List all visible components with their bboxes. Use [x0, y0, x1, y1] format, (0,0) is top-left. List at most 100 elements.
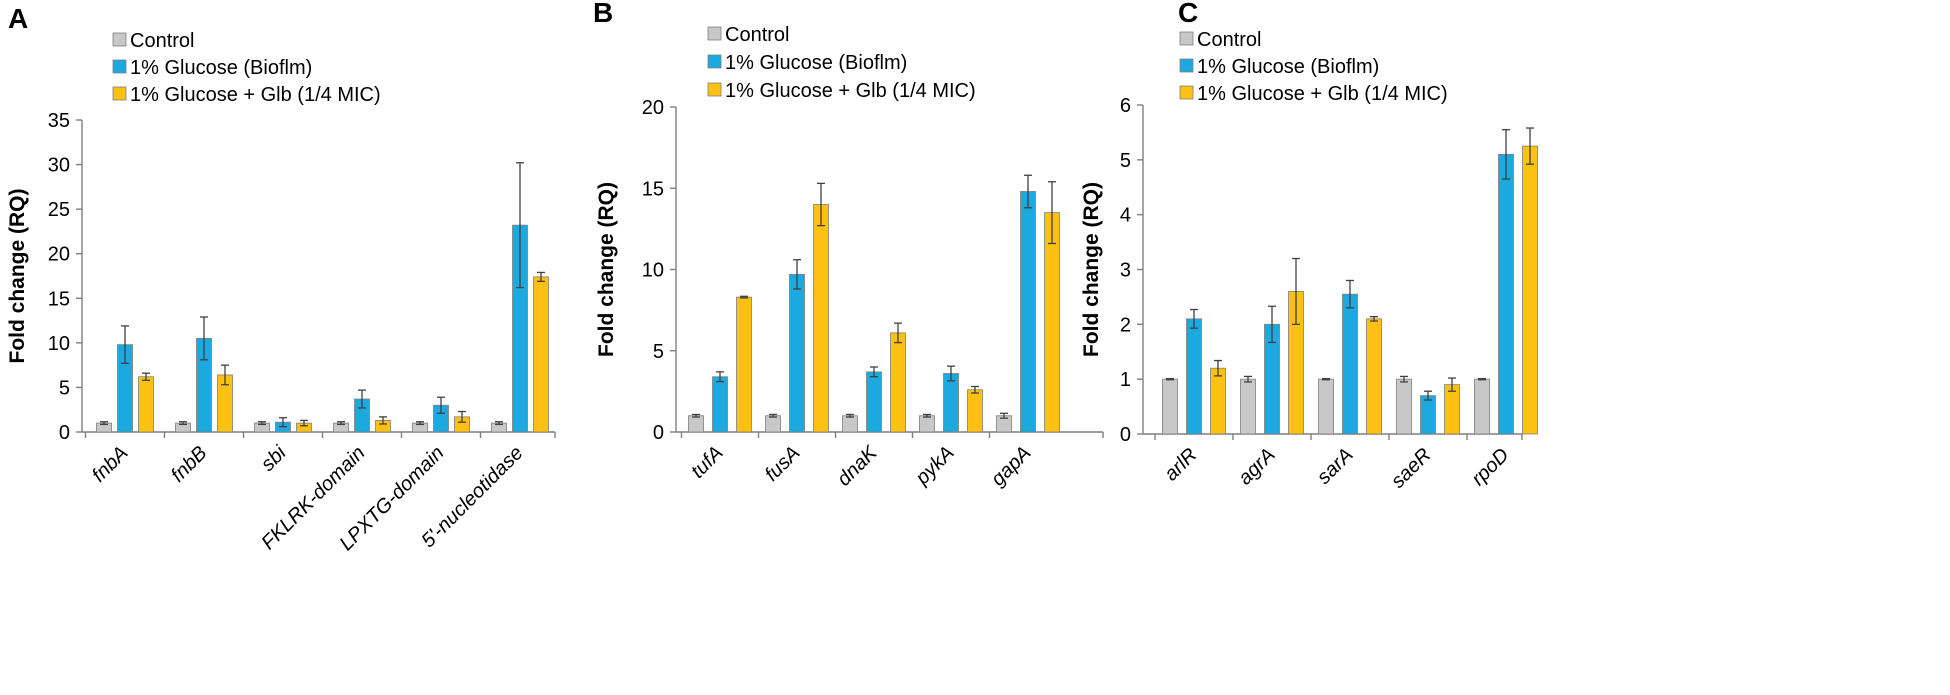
- bar-B-gapA-s1: [1020, 191, 1036, 433]
- y-axis-title: Fold change (RQ): [595, 182, 618, 357]
- error-bar: [1322, 377, 1330, 381]
- error-bar: [379, 416, 387, 425]
- error-bar: [971, 385, 979, 394]
- error-bar: [495, 421, 503, 426]
- bar-C-sarA-s2: [1366, 318, 1382, 435]
- bar-C-arlR-s0: [1162, 378, 1178, 435]
- x-tick-label: saeR: [1387, 444, 1436, 493]
- y-tick-label: 5: [1120, 150, 1131, 172]
- error-bar: [537, 271, 545, 282]
- legend-label: Control: [725, 24, 789, 46]
- x-tick-label: fusA: [761, 442, 805, 486]
- error-bar: [179, 421, 187, 426]
- bar-C-rpoD-s1: [1498, 153, 1514, 435]
- error-bar: [258, 421, 266, 426]
- x-tick-label: sarA: [1313, 444, 1358, 489]
- y-tick-label: 2: [1120, 314, 1131, 336]
- bar-B-dnaK-s2: [890, 332, 906, 433]
- legend-swatch: [112, 86, 127, 101]
- bar-C-rpoD-s2: [1522, 145, 1538, 435]
- error-bar: [458, 410, 466, 423]
- bar-B-dnaK-s1: [866, 371, 882, 433]
- error-bar: [358, 389, 366, 409]
- x-tick-label: gapA: [987, 442, 1036, 491]
- error-bar: [923, 413, 931, 418]
- legend: Control 1% Glucose (Bioflm) 1% Glucose + G…: [112, 30, 381, 106]
- legend-swatch: [707, 54, 722, 69]
- error-bar: [300, 419, 308, 427]
- bar-C-sarA-s0: [1318, 378, 1334, 435]
- legend-label: 1% Glucose + Glb (1/4 MIC): [130, 84, 381, 106]
- bar-C-saeR-s1: [1420, 395, 1436, 435]
- error-bar: [1166, 377, 1174, 381]
- error-bar: [716, 371, 724, 383]
- bar-C-saeR-s0: [1396, 378, 1412, 435]
- error-bar: [121, 325, 129, 365]
- x-tick-label: fnbA: [88, 442, 133, 487]
- legend-label: 1% Glucose + Glb (1/4 MIC): [1197, 83, 1448, 105]
- y-tick-label: 35: [48, 110, 70, 132]
- bar-C-saeR-s2: [1444, 384, 1460, 435]
- error-bar: [817, 182, 825, 227]
- error-bar: [221, 364, 229, 386]
- legend-swatch: [112, 59, 127, 74]
- chart-panel-A: A 0 5 10 15 20 25 30 35 Fold change (RQ) fnbA fnbB s…: [6, 3, 556, 555]
- error-bar: [1048, 181, 1056, 245]
- legend-swatch: [1179, 58, 1194, 73]
- y-axis-title: Fold change (RQ): [6, 189, 29, 364]
- bar-C-sarA-s1: [1342, 293, 1358, 435]
- error-bar: [142, 372, 150, 381]
- error-bar: [894, 322, 902, 344]
- x-tick-label: pykA: [911, 442, 959, 490]
- y-tick-label: 0: [1120, 424, 1131, 446]
- error-bar: [947, 365, 955, 382]
- legend-swatch: [707, 26, 722, 41]
- bar-B-fusA-s1: [789, 273, 805, 433]
- error-bar: [1370, 316, 1378, 322]
- error-bar: [1424, 390, 1432, 401]
- legend-swatch: [1179, 85, 1194, 100]
- y-tick-label: 5: [59, 377, 70, 399]
- legend: Control 1% Glucose (Bioflm) 1% Glucose + G…: [707, 24, 976, 102]
- x-tick-label: arlR: [1160, 444, 1201, 485]
- y-tick-label: 10: [48, 333, 70, 355]
- error-bar: [100, 421, 108, 426]
- bar-A-5nucleotidase-s2: [533, 276, 549, 433]
- legend-label: 1% Glucose + Glb (1/4 MIC): [725, 80, 976, 102]
- error-bar: [793, 259, 801, 290]
- y-tick-label: 0: [653, 422, 664, 444]
- y-tick-label: 20: [642, 97, 664, 119]
- y-tick-label: 25: [48, 199, 70, 221]
- y-tick-label: 20: [48, 244, 70, 266]
- x-tick-label: tufA: [687, 442, 728, 483]
- bar-C-arlR-s2: [1210, 367, 1226, 435]
- error-bar: [1400, 375, 1408, 383]
- x-tick-label: rpoD: [1467, 444, 1513, 490]
- y-tick-label: 15: [642, 178, 664, 200]
- legend: Control 1% Glucose (Bioflm) 1% Glucose + G…: [1179, 29, 1448, 105]
- y-tick-label: 3: [1120, 260, 1131, 282]
- bar-C-arlR-s1: [1186, 318, 1202, 435]
- error-bar: [200, 316, 208, 361]
- x-tick-label: fnbB: [167, 442, 212, 487]
- error-bar: [740, 295, 748, 299]
- panel-letter: B: [593, 0, 613, 28]
- y-tick-label: 30: [48, 155, 70, 177]
- bar-B-gapA-s2: [1044, 212, 1060, 433]
- chart-panel-C: C 0 1 2 3 4 5 6 Fold change (RQ) arlR agrA sarA saeR…: [1080, 0, 1538, 493]
- error-bar: [279, 417, 287, 428]
- bar-B-dnaK-s0: [842, 415, 858, 433]
- error-bar: [870, 366, 878, 378]
- x-tick-label: sbi: [257, 442, 291, 476]
- error-bar: [1024, 174, 1032, 209]
- legend-label: Control: [130, 30, 194, 52]
- legend-label: 1% Glucose (Bioflm): [130, 57, 312, 79]
- y-tick-label: 6: [1120, 95, 1131, 117]
- bar-B-pykA-s1: [943, 373, 959, 433]
- y-tick-label: 10: [642, 260, 664, 282]
- error-bar: [1526, 127, 1534, 165]
- bar-B-fusA-s0: [765, 415, 781, 433]
- bar-A-fnbA-s2: [138, 376, 154, 433]
- error-bar: [416, 421, 424, 426]
- error-bar: [769, 413, 777, 418]
